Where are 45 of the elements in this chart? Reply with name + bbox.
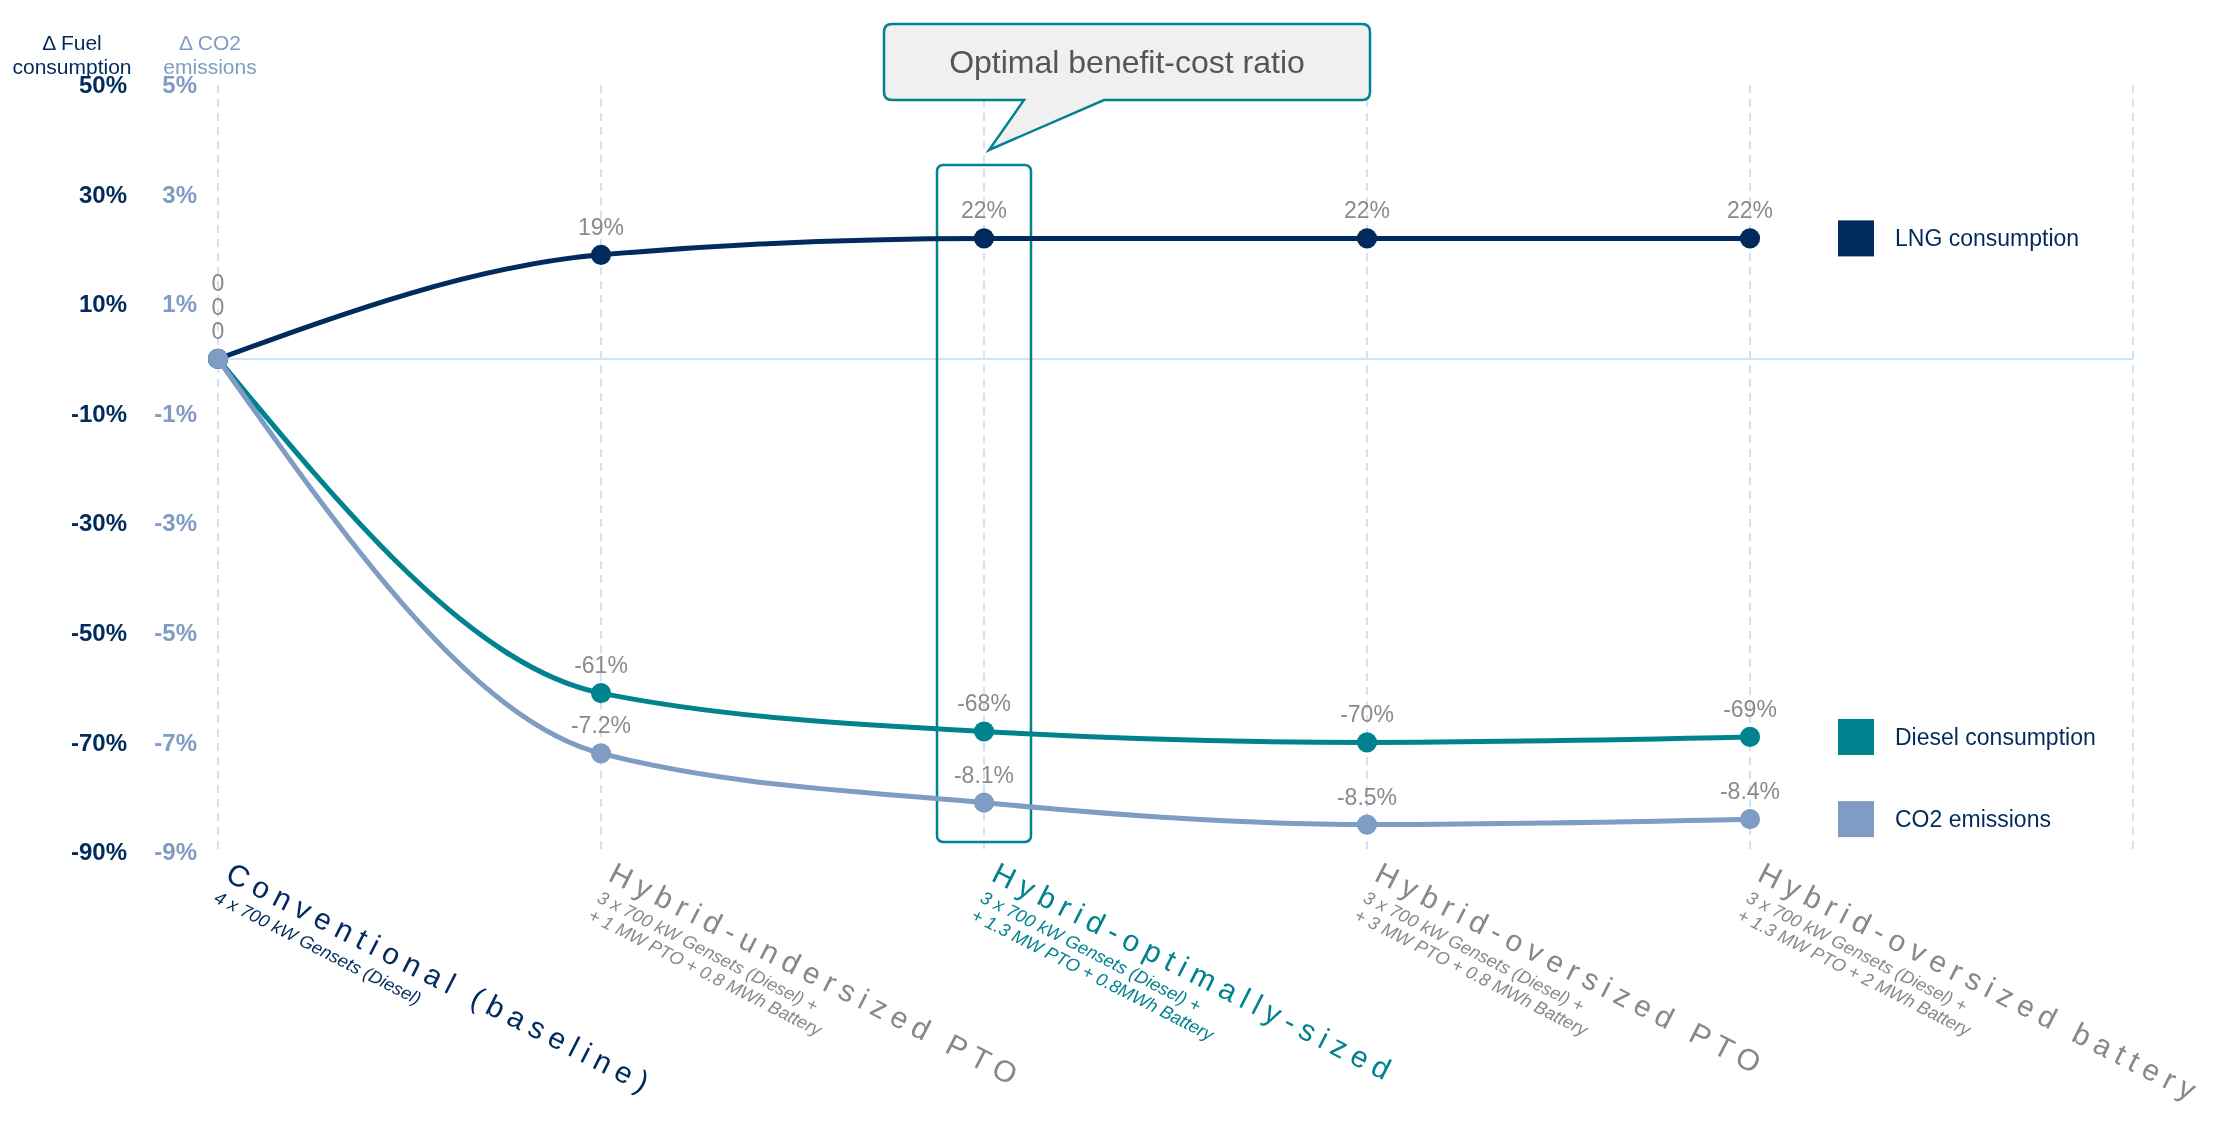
y2-tick-label: -7% [154,728,197,756]
y2-tick-label: 3% [162,180,197,208]
y2-tick-label: -9% [154,838,197,866]
y-tick-label: -90% [70,838,127,866]
data-label: -69% [1723,695,1777,722]
data-label: 22% [960,197,1008,224]
y-tick-label: -50% [70,619,127,647]
point [973,228,995,249]
data-label: -70% [1340,701,1394,728]
data-label: -8.5% [1336,783,1398,810]
data-label: 22% [1343,197,1391,224]
point [1356,814,1378,835]
data-label: -8.4% [1719,778,1781,805]
text: Optimal benefit-cost ratio [949,44,1305,80]
y-tick-label: 30% [78,180,127,208]
y2-tick-label: -1% [154,399,197,427]
y-tick-label: -70% [70,728,127,756]
point [973,721,995,742]
data-label: -8.1% [953,761,1015,788]
legend-label: CO2 emissions [1895,806,2051,833]
y-tick-label: -10% [70,399,127,427]
point [590,683,612,704]
data-label: 19% [577,213,625,240]
y-tick-label: 10% [78,290,127,318]
data-label: 0 [211,293,225,320]
legend-label: Diesel consumption [1895,723,2096,750]
data-label: -7.2% [570,712,632,739]
point [1739,228,1761,249]
data-label: 0 [211,269,225,296]
data-label: 22% [1726,197,1774,224]
point [1356,228,1378,249]
y2-tick-label: -5% [154,619,197,647]
legend-label: LNG consumption [1895,225,2080,252]
point [590,743,612,764]
point [1739,726,1761,748]
data-label: -61% [574,652,628,679]
y2-tick-label: 1% [162,290,197,318]
y2-tick-label: -3% [154,509,197,537]
point [1356,732,1378,753]
point [1739,809,1761,830]
y-tick-label: -30% [70,509,127,537]
point [973,792,995,813]
data-label: 0 [211,317,225,344]
data-label: -68% [957,690,1011,717]
point [590,244,612,265]
